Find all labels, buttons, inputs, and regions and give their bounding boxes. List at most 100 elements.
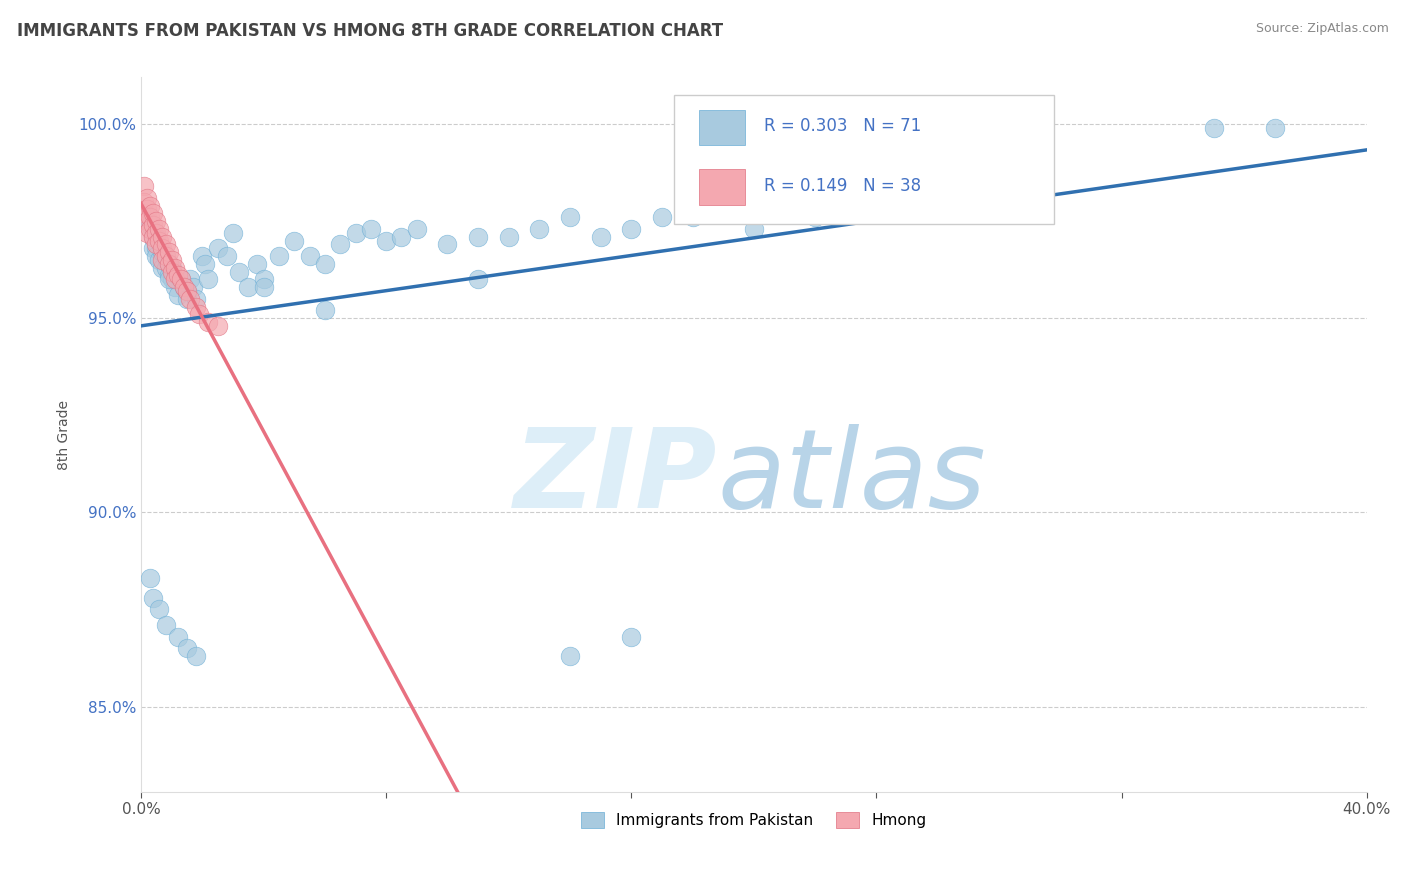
Point xyxy=(139,218,162,232)
Point xyxy=(173,280,195,294)
Point xyxy=(148,222,170,236)
Point xyxy=(145,241,167,255)
Point xyxy=(157,272,180,286)
Point xyxy=(682,211,704,225)
Point xyxy=(145,237,167,252)
Point xyxy=(132,179,155,194)
Point xyxy=(136,214,159,228)
Point xyxy=(142,229,165,244)
Point xyxy=(166,288,188,302)
Point xyxy=(252,280,274,294)
Point xyxy=(558,211,581,225)
Point xyxy=(1264,120,1286,135)
Point xyxy=(329,237,352,252)
Point xyxy=(298,249,321,263)
Point xyxy=(155,249,177,263)
Point xyxy=(145,249,167,263)
Point xyxy=(173,280,195,294)
Point xyxy=(186,300,208,314)
Point xyxy=(405,222,427,236)
Point xyxy=(136,191,159,205)
Point xyxy=(238,280,260,294)
Point xyxy=(163,260,186,275)
Point xyxy=(163,272,186,286)
Point xyxy=(155,237,177,252)
Point xyxy=(620,222,643,236)
Legend: Immigrants from Pakistan, Hmong: Immigrants from Pakistan, Hmong xyxy=(575,806,932,834)
Point xyxy=(139,222,162,236)
Point xyxy=(155,249,177,263)
Point xyxy=(176,284,198,298)
Point xyxy=(152,260,174,275)
Text: atlas: atlas xyxy=(717,424,986,531)
Point xyxy=(194,257,217,271)
Point xyxy=(160,272,183,286)
Point xyxy=(558,648,581,663)
Point xyxy=(181,280,204,294)
Point xyxy=(139,571,162,585)
Point xyxy=(132,206,155,220)
Point xyxy=(166,630,188,644)
Point xyxy=(267,249,290,263)
Point xyxy=(142,229,165,244)
Point xyxy=(152,229,174,244)
Text: R = 0.303   N = 71: R = 0.303 N = 71 xyxy=(763,117,921,135)
Point xyxy=(742,222,765,236)
Point xyxy=(375,234,398,248)
Point xyxy=(139,211,162,225)
Point xyxy=(157,257,180,271)
Point xyxy=(246,257,269,271)
Point xyxy=(498,229,520,244)
Point xyxy=(191,249,214,263)
Point xyxy=(176,292,198,306)
Point xyxy=(152,252,174,267)
Text: ZIP: ZIP xyxy=(513,424,717,531)
Point xyxy=(804,211,827,225)
Text: IMMIGRANTS FROM PAKISTAN VS HMONG 8TH GRADE CORRELATION CHART: IMMIGRANTS FROM PAKISTAN VS HMONG 8TH GR… xyxy=(17,22,723,40)
Point xyxy=(145,226,167,240)
FancyBboxPatch shape xyxy=(699,169,745,204)
Point xyxy=(136,211,159,225)
Point xyxy=(589,229,612,244)
Point xyxy=(148,252,170,267)
Point xyxy=(228,264,250,278)
Point xyxy=(142,591,165,605)
Point xyxy=(136,202,159,217)
Point xyxy=(160,260,183,275)
Point xyxy=(207,318,229,333)
Point xyxy=(467,272,489,286)
Point xyxy=(179,272,201,286)
Point xyxy=(186,292,208,306)
Point xyxy=(148,234,170,248)
Point xyxy=(314,303,336,318)
Point xyxy=(197,315,219,329)
Point xyxy=(152,245,174,260)
Point xyxy=(166,268,188,283)
Point xyxy=(314,257,336,271)
Point xyxy=(360,222,382,236)
Point xyxy=(145,229,167,244)
Point xyxy=(188,307,211,321)
Point xyxy=(163,280,186,294)
Point xyxy=(176,641,198,656)
Point xyxy=(139,198,162,212)
Point xyxy=(436,237,458,252)
Point xyxy=(252,272,274,286)
Point xyxy=(529,222,551,236)
Point xyxy=(148,602,170,616)
Point xyxy=(207,241,229,255)
Point xyxy=(344,226,367,240)
Y-axis label: 8th Grade: 8th Grade xyxy=(58,400,72,470)
Point xyxy=(136,226,159,240)
Point xyxy=(391,229,413,244)
FancyBboxPatch shape xyxy=(699,110,745,145)
Point xyxy=(283,234,305,248)
Point xyxy=(145,214,167,228)
Point xyxy=(155,618,177,632)
Point xyxy=(152,241,174,255)
Point xyxy=(157,245,180,260)
Point xyxy=(142,241,165,255)
Point xyxy=(186,648,208,663)
Point xyxy=(157,268,180,283)
Point xyxy=(142,218,165,232)
